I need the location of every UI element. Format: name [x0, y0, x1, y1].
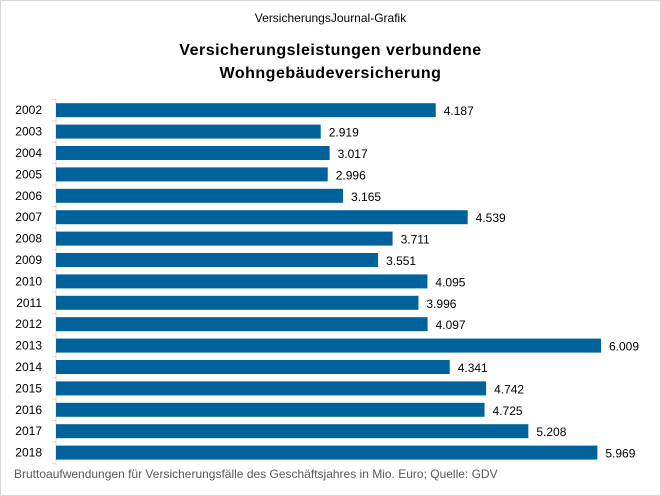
data-label: 4.742 [494, 382, 524, 396]
data-label: 4.725 [493, 404, 523, 418]
data-label: 3.165 [351, 190, 381, 204]
data-label: 2.996 [336, 168, 366, 182]
category-label: 2015 [15, 381, 42, 395]
category-label: 2006 [15, 189, 42, 203]
category-label: 2018 [15, 446, 42, 460]
data-label: 3.017 [338, 147, 368, 161]
bar [56, 338, 601, 353]
bar [56, 317, 428, 332]
bar [56, 274, 428, 289]
data-label: 4.097 [436, 318, 466, 332]
category-label: 2013 [15, 339, 42, 353]
chart-title: Versicherungsleistungen verbundene Wohng… [1, 39, 660, 85]
bar [56, 231, 393, 246]
data-label: 4.539 [476, 211, 506, 225]
bar [56, 103, 436, 118]
category-label: 2003 [15, 125, 42, 139]
data-label: 3.996 [426, 297, 456, 311]
category-label: 2011 [16, 296, 42, 310]
bar [56, 210, 468, 225]
category-label: 2007 [15, 210, 42, 224]
bar [56, 424, 529, 439]
bar [56, 124, 321, 139]
bar [56, 402, 485, 417]
bar [56, 381, 487, 396]
category-label: 2016 [15, 403, 42, 417]
bar [56, 188, 344, 203]
chart-title-line-2: Wohngebäudeversicherung [219, 65, 442, 82]
category-label: 2010 [15, 274, 42, 288]
category-label: 2005 [15, 167, 42, 181]
data-label: 4.341 [458, 361, 488, 375]
bar [56, 253, 379, 267]
bar [56, 167, 328, 182]
data-label: 3.711 [401, 233, 430, 247]
bar [56, 360, 450, 374]
data-label: 2.919 [329, 126, 359, 140]
bar [56, 445, 598, 460]
bar [56, 295, 419, 310]
category-label: 2014 [15, 360, 42, 374]
chart-source: VersicherungsJournal-Grafik [254, 11, 407, 25]
chart-footnote: Bruttoaufwendungen für Versicherungsfäll… [14, 467, 498, 481]
data-label: 4.187 [444, 104, 474, 118]
category-label: 2017 [15, 424, 42, 438]
category-label: 2008 [15, 232, 42, 246]
bar [56, 146, 330, 160]
category-label: 2004 [15, 146, 42, 160]
data-label: 5.969 [605, 447, 635, 461]
category-label: 2009 [15, 253, 42, 267]
chart-title-line-1: Versicherungsleistungen verbundene [179, 42, 482, 59]
category-label: 2002 [15, 103, 42, 117]
data-label: 3.551 [386, 254, 416, 268]
data-label: 6.009 [609, 340, 639, 354]
data-label: 5.208 [536, 425, 566, 439]
category-label: 2012 [15, 317, 42, 331]
data-label: 4.095 [435, 275, 465, 289]
